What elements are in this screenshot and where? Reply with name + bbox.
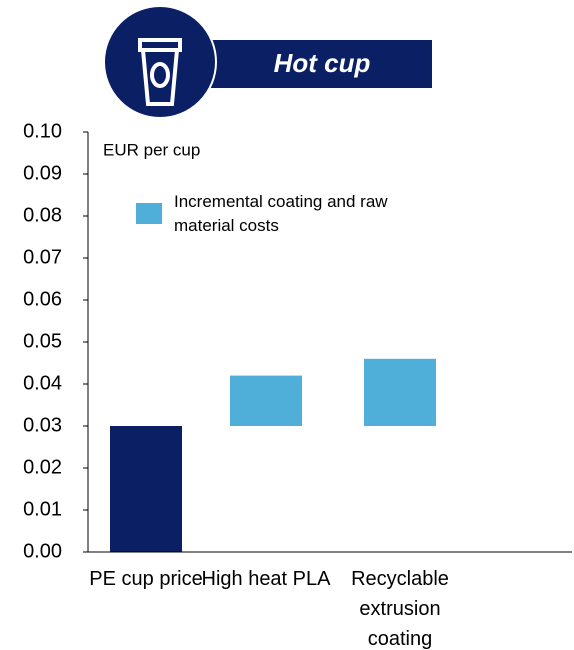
bar [230, 375, 302, 426]
y-tick-label: 0.07 [23, 246, 62, 268]
y-tick-label: 0.09 [23, 162, 62, 184]
y-tick-label: 0.04 [23, 372, 62, 394]
y-tick-label: 0.08 [23, 204, 62, 226]
y-tick-label: 0.01 [23, 498, 62, 520]
y-axis-label: EUR per cup [103, 140, 200, 159]
y-tick-label: 0.00 [23, 540, 62, 562]
y-tick-label: 0.02 [23, 456, 62, 478]
x-tick-label: PE cup price [89, 568, 203, 590]
x-tick-label: High heat PLA [201, 568, 331, 590]
y-tick-label: 0.05 [23, 330, 62, 352]
bar [110, 426, 182, 552]
y-tick-label: 0.03 [23, 414, 62, 436]
y-tick-label: 0.06 [23, 288, 62, 310]
cup-icon [138, 38, 182, 106]
bar [364, 358, 436, 426]
y-tick-label: 0.10 [23, 120, 62, 142]
legend-label: Incremental coating and raw material cos… [174, 192, 388, 235]
x-tick-label: Recyclable extrusion coating [351, 568, 449, 650]
chart-title: Hot cup [274, 48, 371, 78]
legend-swatch [136, 203, 162, 224]
